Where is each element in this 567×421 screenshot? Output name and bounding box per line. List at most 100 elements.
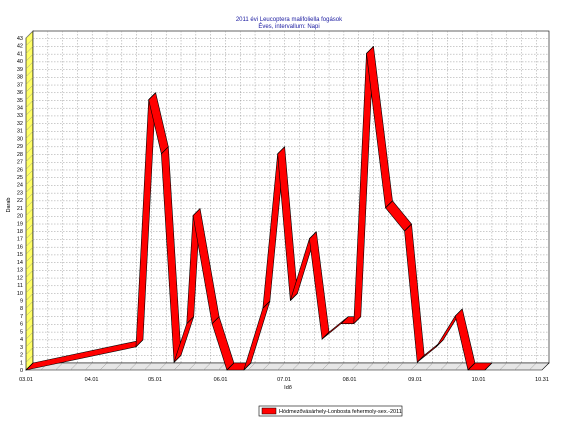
y-tick-label: 24	[17, 183, 23, 189]
y-axis-label: Darab	[6, 198, 12, 213]
data-point	[340, 316, 349, 324]
grid-floor-line	[188, 362, 196, 371]
grid-floor-line	[129, 362, 137, 371]
grid-wall-line	[25, 347, 34, 355]
y-tick-label: 43	[17, 36, 23, 42]
y-tick-label: 35	[17, 98, 23, 104]
grid-wall-line	[25, 177, 34, 185]
y-tick-label: 37	[17, 82, 23, 88]
x-tick-label: 07.01	[277, 377, 291, 383]
grid-wall-line	[25, 208, 34, 216]
plot-area	[32, 30, 550, 364]
data-point	[309, 231, 317, 239]
grid-floor-line	[366, 362, 374, 371]
y-tick-label: 36	[17, 90, 23, 96]
grid-floor-line	[514, 362, 522, 371]
grid-floor-line	[455, 362, 463, 371]
y-tick-label: 19	[17, 221, 23, 227]
grid-floor-line	[173, 362, 182, 371]
y-tick-label: 20	[17, 214, 23, 220]
y-tick-label: 26	[17, 167, 23, 173]
grid-floor-line	[85, 362, 93, 371]
y-tick-label: 5	[20, 329, 23, 335]
grid-wall-line	[25, 77, 34, 85]
legend: Hódmezővásárhely-Lonbosta fehermoly-sex.…	[258, 405, 403, 417]
grid-floor-line	[425, 362, 433, 371]
grid-floor-line	[307, 362, 315, 371]
grid-floor-line	[144, 362, 152, 371]
grid-floor-line	[159, 362, 167, 371]
grid-wall-line	[25, 293, 34, 301]
grid-wall-line	[25, 331, 34, 340]
y-tick-label: 12	[17, 275, 23, 281]
data-point	[211, 316, 220, 324]
data-point	[290, 293, 298, 301]
y-tick-label: 3	[20, 345, 23, 351]
y-tick-label: 2	[20, 353, 23, 359]
data-point	[467, 362, 476, 371]
grid-wall-line	[25, 254, 34, 263]
y-tick-label: 9	[20, 299, 23, 305]
y-tick-label: 15	[17, 252, 23, 258]
y-tick-label: 42	[17, 44, 23, 50]
y-tick-label: 40	[17, 59, 23, 65]
x-tick-label: 06.01	[214, 377, 228, 383]
data-point	[436, 339, 444, 348]
y-tick-label: 8	[20, 306, 23, 312]
grid-wall-line	[25, 231, 34, 239]
x-tick-label: 03.01	[19, 377, 33, 383]
grid-wall-line	[25, 38, 34, 46]
grid-wall-line	[25, 239, 34, 247]
legend-box	[258, 405, 403, 417]
grid-wall-line	[25, 162, 34, 170]
legend-swatch	[261, 407, 277, 415]
y-tick-label: 34	[17, 105, 23, 111]
grid-wall-line	[25, 100, 34, 108]
grid-wall-line	[25, 131, 34, 139]
grid-wall-line	[25, 46, 34, 54]
y-tick-label: 38	[17, 75, 23, 81]
grid-floor-line	[440, 362, 448, 371]
grid-wall-line	[25, 216, 34, 224]
grid-wall-line	[25, 270, 34, 278]
y-tick-label: 27	[17, 160, 23, 166]
data-point	[353, 316, 361, 324]
grid-wall-line	[25, 223, 34, 232]
x-tick-label: 10.01	[472, 377, 486, 383]
grid-wall-line	[25, 262, 34, 270]
legend-label: Hódmezővásárhely-Lonbosta fehermoly-sex.…	[279, 409, 402, 415]
y-tick-label: 32	[17, 121, 23, 127]
data-point	[25, 362, 34, 371]
grid-floor-line	[292, 362, 300, 371]
x-tick-label: 05.01	[148, 377, 162, 383]
grid-floor-line	[99, 362, 108, 371]
data-point	[277, 146, 285, 155]
grid-wall-line	[25, 146, 34, 154]
data-point	[417, 355, 425, 363]
data-point	[243, 362, 252, 371]
y-tick-label: 4	[20, 337, 23, 343]
data-point	[192, 208, 201, 216]
grid-wall-line	[25, 200, 34, 209]
data-point	[161, 146, 169, 155]
data-point	[226, 362, 235, 371]
x-tick-label: 10.31	[535, 377, 549, 383]
y-tick-label: 14	[17, 260, 23, 266]
y-tick-label: 33	[17, 113, 23, 119]
y-tick-label: 30	[17, 136, 23, 142]
grid-floor-line	[336, 362, 345, 371]
y-tick-label: 16	[17, 244, 23, 250]
x-tick-label: 04.01	[85, 377, 99, 383]
grid-wall-line	[25, 301, 34, 309]
y-tick-label: 23	[17, 190, 23, 196]
y-tick-label: 41	[17, 51, 23, 57]
y-tick-label: 21	[17, 206, 23, 212]
grid-wall-line	[25, 277, 34, 286]
data-point	[262, 301, 271, 309]
grid-floor-line	[114, 362, 122, 371]
y-tick-label: 0	[20, 368, 23, 374]
grid-floor-line	[247, 362, 256, 371]
y-tick-label: 29	[17, 144, 23, 150]
data-point	[135, 339, 144, 348]
